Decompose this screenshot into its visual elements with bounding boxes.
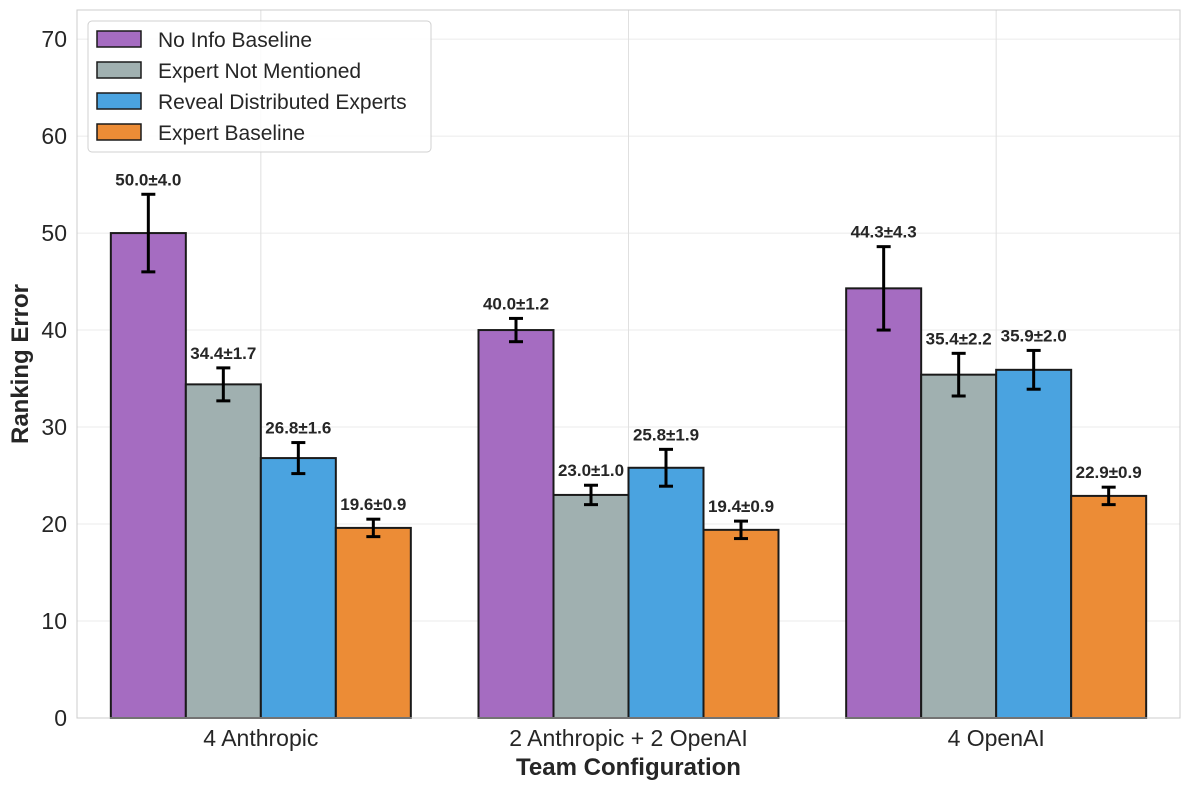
data-label: 26.8±1.6 [265,419,331,438]
legend: No Info Baseline Expert Not Mentioned Reve… [87,20,432,153]
bar [920,373,998,719]
y-tick-label: 50 [41,220,67,246]
legend-swatch [96,30,142,48]
bar [995,368,1073,719]
bar [845,287,923,719]
error-bars-layer [141,192,1116,541]
data-label: 19.4±0.9 [708,497,774,516]
y-tick-label: 30 [41,414,67,440]
bar [1070,494,1148,719]
data-label: 35.9±2.0 [1001,326,1067,345]
bar [627,466,705,719]
x-tick-labels: 4 Anthropic 2 Anthropic + 2 OpenAI 4 OpenA… [203,725,1044,751]
data-label: 22.9±0.9 [1076,463,1142,482]
legend-swatch [96,123,142,141]
legend-entry: Expert Baseline [158,122,305,145]
y-tick-label: 40 [41,317,67,343]
data-label: 34.4±1.7 [190,344,256,363]
x-tick-label: 4 Anthropic [203,725,318,751]
bar [184,383,262,719]
data-label: 50.0±4.0 [115,170,181,189]
bar [477,329,555,719]
y-tick-label: 20 [41,511,67,537]
y-tick-label: 0 [54,705,67,731]
data-label: 44.3±4.3 [851,223,917,242]
data-label: 35.4±2.2 [926,329,992,348]
bar [109,232,187,720]
y-tick-label: 70 [41,26,67,52]
bar [552,493,630,720]
data-label: 23.0±1.0 [558,461,624,480]
bars-layer [109,232,1148,720]
legend-swatch [96,61,142,79]
legend-entry: Expert Not Mentioned [158,60,361,83]
bar [259,457,337,719]
plot-frame [76,9,1181,719]
y-axis-title: Ranking Error [7,284,34,444]
legend-box [87,20,432,153]
x-axis-title: Team Configuration [516,754,741,781]
legend-swatch [96,92,142,110]
data-labels-layer: 50.0±4.0 34.4±1.7 26.8±1.6 19.6±0.9 40.0±1.2… [115,170,1141,516]
legend-entry: Reveal Distributed Experts [158,91,407,114]
y-tick-label: 60 [41,123,67,149]
x-tick-label: 4 OpenAI [948,725,1045,751]
data-label: 25.8±1.9 [633,425,699,444]
data-label: 19.6±0.9 [340,495,406,514]
y-tick-label: 10 [41,608,67,634]
legend-entry: No Info Baseline [158,29,312,52]
x-tick-label: 2 Anthropic + 2 OpenAI [509,725,747,751]
y-tick-labels: 0 10 20 30 40 50 60 70 [41,26,67,731]
data-label: 40.0±1.2 [483,294,549,313]
bar [702,528,780,719]
bar [334,526,412,720]
